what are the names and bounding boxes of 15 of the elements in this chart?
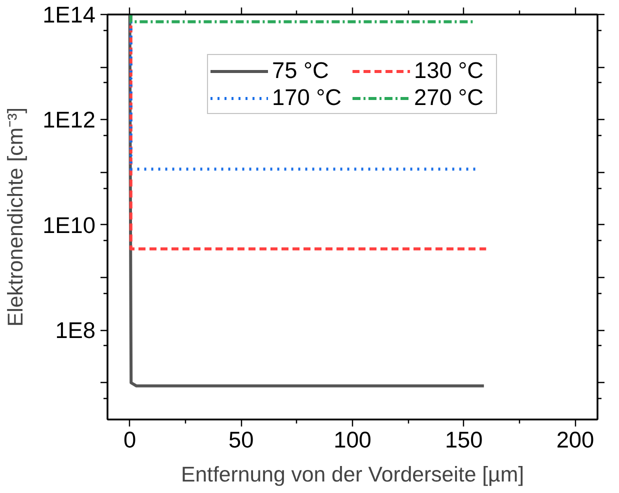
x-tick-label: 50 xyxy=(228,426,254,452)
legend-label: 170 °C xyxy=(272,84,343,111)
y-tick-label: 1E10 xyxy=(42,212,96,238)
x-axis-title: Entfernung von der Vorderseite [µm] xyxy=(180,462,524,486)
legend-label: 270 °C xyxy=(414,84,485,111)
legend-label: 75 °C xyxy=(272,57,330,84)
y-tick-label: 1E14 xyxy=(42,2,96,28)
x-tick-label: 150 xyxy=(444,426,483,452)
y-tick-label: 1E8 xyxy=(55,317,96,344)
x-tick-label: 200 xyxy=(556,426,594,452)
x-tick-label: 100 xyxy=(334,426,372,452)
legend-label: 130 °C xyxy=(414,57,485,84)
x-tick-label: 0 xyxy=(123,426,136,452)
y-axis-title: Elektronendichte [cm⁻³] xyxy=(4,107,28,327)
y-tick-label: 1E12 xyxy=(42,106,96,133)
